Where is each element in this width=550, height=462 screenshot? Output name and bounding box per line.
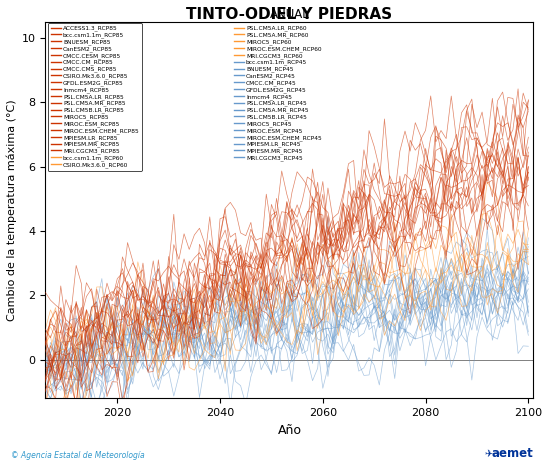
Text: ✈: ✈ xyxy=(484,450,492,460)
X-axis label: Año: Año xyxy=(277,424,301,437)
Text: aemet: aemet xyxy=(492,447,534,460)
Text: ANUAL: ANUAL xyxy=(270,8,309,21)
Legend: PSL.CM5A.LR_RCP60, PSL.CM5A.MR_RCP60, MIROC5_RCP60, MIROC.ESM.CHEM_RCP60, MRI.CG: PSL.CM5A.LR_RCP60, PSL.CM5A.MR_RCP60, MI… xyxy=(231,23,324,164)
Text: © Agencia Estatal de Meteorología: © Agencia Estatal de Meteorología xyxy=(11,451,145,460)
Title: TINTO-ODIEL Y PIEDRAS: TINTO-ODIEL Y PIEDRAS xyxy=(186,7,393,22)
Y-axis label: Cambio de la temperatura máxima (°C): Cambio de la temperatura máxima (°C) xyxy=(7,99,18,321)
